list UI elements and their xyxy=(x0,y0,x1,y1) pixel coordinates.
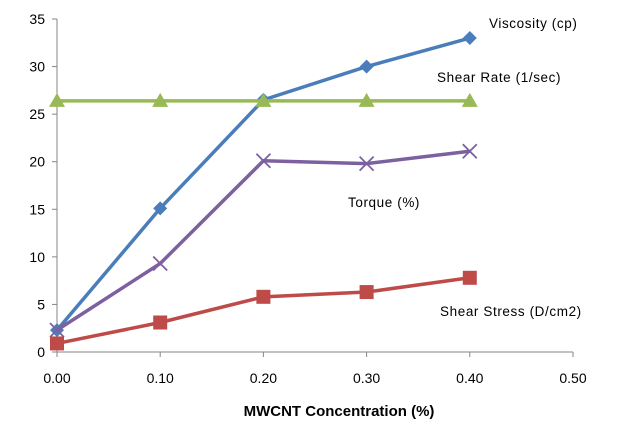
data-point xyxy=(462,31,477,46)
data-point xyxy=(153,201,168,216)
x-axis-label: MWCNT Concentration (%) xyxy=(244,403,435,420)
y-tick-label: 0 xyxy=(37,344,45,360)
y-tick-label: 25 xyxy=(29,106,45,122)
x-axis-ticks: 0.00 0.10 0.20 0.30 0.40 0.50 xyxy=(43,352,587,386)
series-label: Viscosity (cp) xyxy=(489,16,577,31)
data-point xyxy=(49,92,65,107)
series-shear-rate-1-sec xyxy=(49,92,478,107)
x-tick-label: 0.50 xyxy=(559,370,586,386)
data-point xyxy=(152,255,168,272)
y-axis-ticks: 0 5 10 15 20 25 30 35 xyxy=(29,11,57,360)
series-label: Shear Rate (1/sec) xyxy=(437,70,561,85)
y-tick-label: 20 xyxy=(29,154,45,170)
data-point xyxy=(50,336,64,351)
chart-axes xyxy=(56,19,573,353)
chart-series xyxy=(49,31,478,351)
series-labels: Viscosity (cp) Shear Rate (1/sec) Torque (… xyxy=(348,16,582,319)
y-tick-label: 35 xyxy=(29,11,45,27)
x-tick-label: 0.00 xyxy=(43,370,70,386)
y-tick-label: 5 xyxy=(37,296,45,312)
data-point xyxy=(359,59,374,74)
series-label: Torque (%) xyxy=(348,195,420,210)
data-point xyxy=(153,315,168,330)
data-point xyxy=(358,155,375,172)
data-point xyxy=(359,285,374,300)
series-line xyxy=(56,276,471,346)
x-tick-label: 0.40 xyxy=(456,370,483,386)
data-point xyxy=(462,270,477,285)
x-tick-label: 0.10 xyxy=(147,370,174,386)
data-point xyxy=(358,92,375,107)
series-torque xyxy=(49,143,478,338)
series-label: Shear Stress (D/cm2) xyxy=(440,304,582,319)
data-point xyxy=(152,92,169,107)
y-tick-label: 30 xyxy=(29,59,45,75)
x-tick-label: 0.30 xyxy=(353,370,380,386)
data-point xyxy=(462,143,478,159)
data-point xyxy=(256,289,271,304)
y-tick-label: 10 xyxy=(29,249,45,265)
y-tick-label: 15 xyxy=(29,201,45,217)
x-tick-label: 0.20 xyxy=(250,370,277,386)
data-point xyxy=(49,322,65,338)
data-point xyxy=(461,92,478,107)
data-point xyxy=(255,92,272,107)
data-point xyxy=(255,153,272,169)
series-shear-stress-d-cm2 xyxy=(50,270,477,351)
